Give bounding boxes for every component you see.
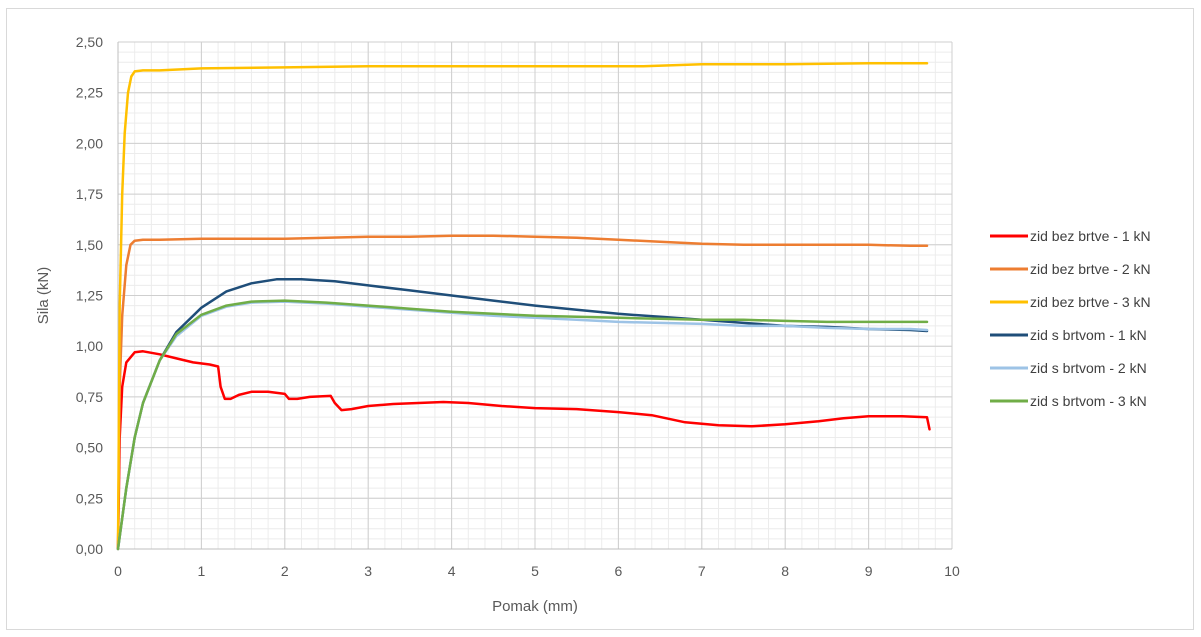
y-tick-label: 1,75 (76, 186, 103, 202)
x-tick-label: 1 (198, 563, 206, 579)
legend-label: zid s brtvom - 1 kN (1030, 327, 1147, 343)
series-line-6 (116, 299, 929, 551)
y-tick-label: 2,00 (76, 135, 103, 151)
series-line-3 (116, 62, 929, 551)
legend-item: zid s brtvom - 2 kN (990, 360, 1147, 376)
legend-label: zid bez brtve - 3 kN (1030, 294, 1151, 310)
x-axis-title: Pomak (mm) (492, 598, 578, 615)
x-tick-label: 3 (364, 563, 372, 579)
y-tick-label: 0,50 (76, 440, 103, 456)
legend-label: zid bez brtve - 1 kN (1030, 228, 1151, 244)
x-tick-label: 2 (281, 563, 289, 579)
x-axis-tick-labels: 0 1 2 3 4 5 6 7 8 9 10 (114, 563, 960, 579)
y-tick-label: 0,25 (76, 490, 103, 506)
legend-item: zid s brtvom - 1 kN (990, 327, 1147, 343)
y-tick-label: 2,50 (76, 34, 103, 50)
legend-item: zid bez brtve - 3 kN (990, 294, 1151, 310)
y-axis-title: Sila (kN) (35, 267, 52, 325)
legend: zid bez brtve - 1 kN zid bez brtve - 2 kN… (990, 228, 1151, 409)
series-lines (116, 62, 931, 551)
legend-label: zid bez brtve - 2 kN (1030, 261, 1151, 277)
x-tick-label: 8 (781, 563, 789, 579)
legend-label: zid s brtvom - 2 kN (1030, 360, 1147, 376)
x-tick-label: 10 (944, 563, 960, 579)
y-tick-label: 0,75 (76, 389, 103, 405)
series-line-2 (116, 234, 929, 551)
x-tick-label: 4 (448, 563, 456, 579)
y-tick-label: 1,00 (76, 338, 103, 354)
legend-label: zid s brtvom - 3 kN (1030, 393, 1147, 409)
y-tick-label: 0,00 (76, 541, 103, 557)
y-tick-label: 2,25 (76, 85, 103, 101)
y-tick-label: 1,25 (76, 288, 103, 304)
x-tick-label: 7 (698, 563, 706, 579)
y-axis-tick-labels: 0,00 0,25 0,50 0,75 1,00 1,25 1,50 1,75 2,00 2,25… (76, 34, 103, 557)
y-tick-label: 1,50 (76, 237, 103, 253)
x-tick-label: 5 (531, 563, 539, 579)
legend-item: zid bez brtve - 1 kN (990, 228, 1151, 244)
series-line-5 (116, 300, 929, 551)
major-gridlines (117, 41, 953, 550)
chart-frame (6, 8, 1194, 630)
legend-item: zid s brtvom - 3 kN (990, 393, 1147, 409)
x-tick-label: 6 (615, 563, 623, 579)
x-tick-label: 9 (865, 563, 873, 579)
series-line-1 (116, 350, 931, 551)
legend-item: zid bez brtve - 2 kN (990, 261, 1151, 277)
x-tick-label: 0 (114, 563, 122, 579)
